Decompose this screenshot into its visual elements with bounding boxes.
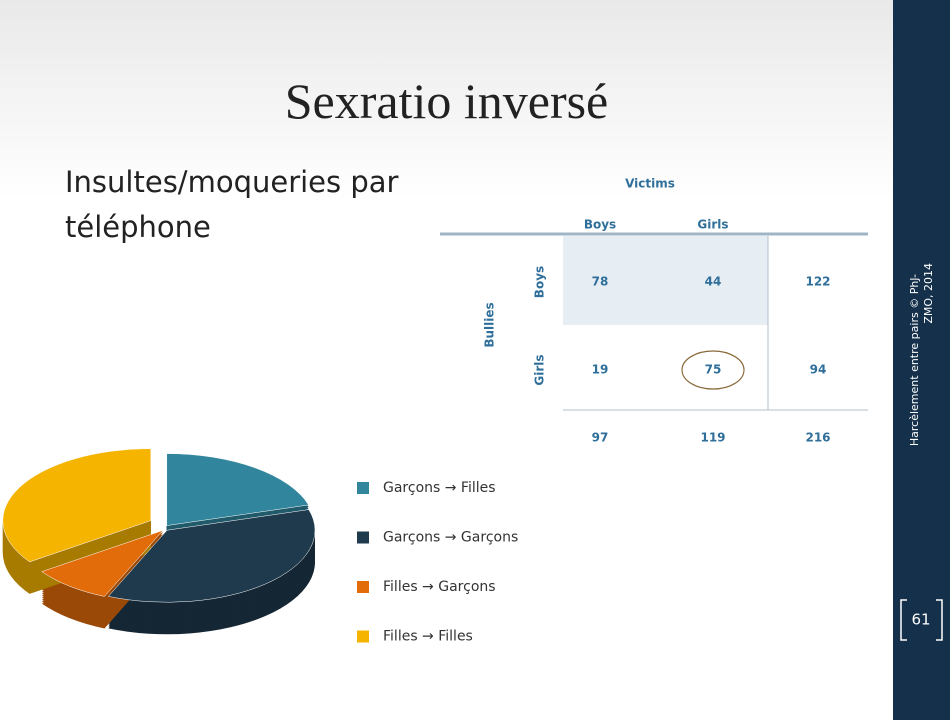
table-cell: 78 [592,275,609,289]
credit-text: ZMO, 2014 [922,263,935,324]
table-total: 216 [805,431,830,445]
table-cell: 94 [810,363,827,377]
credit-text: Harcèlement entre pairs © PhJ- [908,274,921,446]
slide-number: 61 [911,611,930,629]
row-header: Boys [533,266,547,298]
pie-slice [107,509,316,603]
slide-number-bracket [900,599,943,641]
table-total: 119 [700,431,725,445]
legend-swatch [357,630,369,643]
column-header: Boys [584,218,616,232]
table-cell: 75 [705,363,722,377]
table-cell: 122 [805,275,830,289]
table-highlight [563,236,768,325]
pie-slice [2,448,152,563]
table-total: 97 [592,431,609,445]
row-group-label: Bullies [483,302,497,347]
highlight-circle [681,350,745,390]
table-title: Victims [625,177,675,191]
table-cell: 44 [705,275,722,289]
row-header: Girls [533,354,547,385]
legend-label: Garçons → Filles [383,480,496,496]
slide-title: Sexratio inversé [284,73,609,129]
legend-swatch [357,482,369,494]
column-header: Girls [697,218,728,232]
legend-swatch [357,531,369,544]
pie-slice [41,529,164,597]
table-cell: 19 [592,363,609,377]
pie-slice [166,453,309,526]
legend-swatch [357,581,369,593]
legend-label: Filles → Filles [383,629,473,645]
slide-subtitle: Insultes/moqueries par téléphone [65,165,399,244]
legend-label: Garçons → Garçons [383,530,518,546]
legend-label: Filles → Garçons [383,579,496,595]
